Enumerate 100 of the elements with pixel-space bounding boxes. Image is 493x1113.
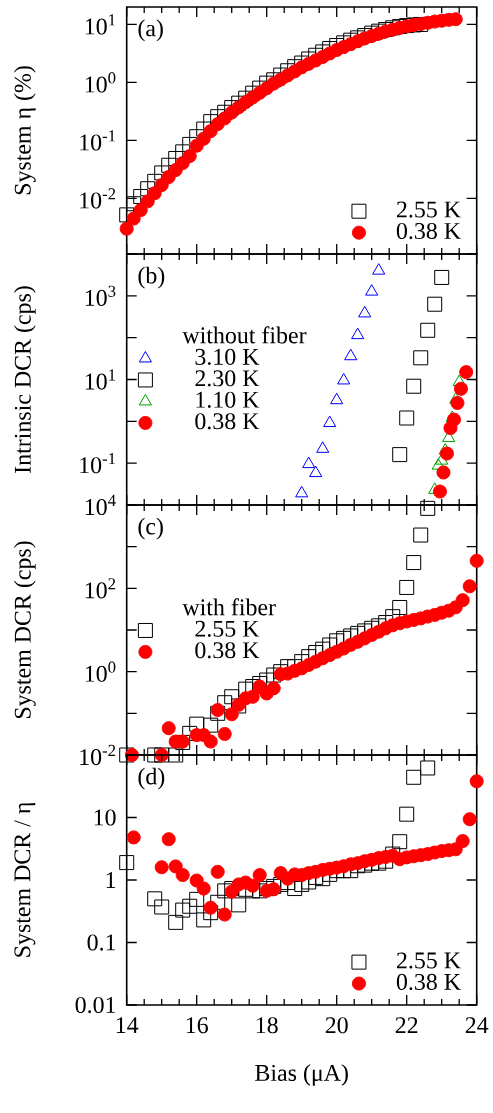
point [420, 322, 436, 338]
y-tick-label: 10$^{-2}$ [80, 188, 116, 209]
point [238, 681, 254, 697]
point [302, 456, 316, 469]
point [436, 465, 451, 480]
point [147, 891, 163, 907]
point [446, 412, 461, 427]
x-tick-label: 22 [395, 1017, 418, 1033]
point [210, 894, 226, 910]
point [365, 284, 379, 296]
point [399, 579, 415, 595]
point [224, 689, 240, 705]
point [119, 855, 135, 871]
point [196, 912, 212, 928]
point [455, 834, 470, 849]
point [287, 881, 303, 897]
y-tick-label: 10$^{-1}$ [80, 130, 116, 151]
point [316, 441, 330, 453]
point [161, 832, 176, 847]
point [217, 726, 232, 741]
point [147, 173, 163, 189]
point [323, 415, 337, 428]
point [455, 593, 470, 608]
point [427, 296, 443, 312]
point [432, 484, 447, 499]
point [469, 774, 484, 789]
point [344, 348, 358, 361]
legend-label: 2.30 K [195, 370, 260, 387]
point [266, 681, 281, 696]
point [252, 868, 267, 883]
point [210, 864, 225, 879]
point [203, 905, 219, 921]
y-tick-label: 10$^{0}$ [85, 661, 116, 682]
point [189, 716, 205, 732]
legend-label: 0.38 K [195, 413, 260, 430]
point [182, 149, 197, 164]
legend-label: 3.10 K [195, 348, 260, 365]
legend-label: 0.38 K [396, 973, 461, 991]
point [217, 695, 233, 711]
point [119, 747, 135, 763]
point [154, 165, 170, 181]
y-tick-label: 1 [106, 872, 116, 888]
point [406, 769, 422, 785]
point [413, 350, 429, 366]
legend-label: 0.38 K [396, 222, 461, 240]
y-tick-label: 10$^{0}$ [85, 72, 116, 93]
point [450, 395, 465, 410]
point [452, 374, 466, 387]
annotation: (c) [138, 517, 163, 540]
point [154, 899, 170, 915]
point [126, 830, 141, 845]
point [315, 641, 331, 657]
y-tick-label: 10 [94, 809, 116, 826]
legend-label: 2.55 K [396, 201, 461, 218]
y-tick-label: 10$^{4}$ [85, 494, 116, 516]
x-tick-label: 14 [116, 1017, 139, 1033]
point [168, 859, 183, 874]
point [175, 868, 190, 883]
point [133, 188, 149, 204]
point [189, 891, 205, 907]
y-axis-title: System η (%) [13, 66, 36, 195]
point [462, 812, 477, 827]
point [434, 269, 450, 285]
point [459, 365, 474, 380]
point [126, 196, 142, 212]
point [196, 881, 211, 896]
point [435, 453, 449, 465]
point [182, 898, 198, 914]
point [420, 760, 436, 776]
point [154, 860, 169, 875]
point [399, 410, 415, 426]
y-tick-label: 0.1 [87, 934, 116, 951]
point [420, 500, 436, 516]
legend-label: 1.10 K [196, 391, 260, 408]
y-axis-title: Intrinsic DCR (cps) [14, 286, 36, 473]
point [175, 144, 191, 160]
point [231, 897, 247, 913]
point [217, 907, 232, 922]
point [358, 305, 372, 318]
y-tick-label: 10$^{1}$ [85, 14, 116, 35]
point [453, 381, 468, 396]
point [245, 878, 260, 893]
point [322, 637, 338, 653]
point [462, 579, 477, 594]
annotation: (b) [138, 266, 165, 289]
annotation: (a) [138, 19, 163, 42]
point [336, 630, 352, 646]
y-tick-label: 10$^{2}$ [85, 578, 116, 599]
point [133, 203, 148, 218]
point [392, 599, 408, 615]
point [140, 181, 156, 197]
y-tick-label: 10$^{-2}$ [80, 744, 116, 766]
point [175, 902, 191, 918]
point [309, 465, 323, 478]
point [168, 914, 184, 930]
y-tick-label: 10$^{1}$ [85, 369, 116, 390]
point [399, 806, 415, 822]
point [343, 628, 359, 644]
legend-title: with fiber [182, 598, 276, 616]
point [469, 553, 484, 568]
